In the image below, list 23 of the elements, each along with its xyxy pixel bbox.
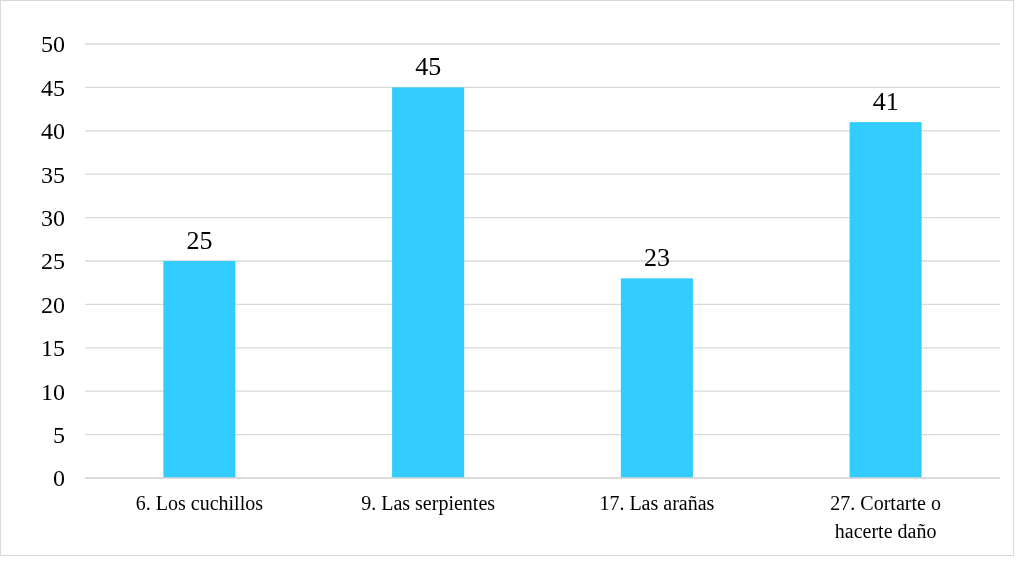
y-tick-label: 50	[41, 31, 65, 58]
y-tick-label: 45	[41, 74, 65, 101]
x-tick-label: 27. Cortarte o hacerte daño	[830, 492, 941, 542]
y-tick-label: 10	[41, 378, 65, 405]
x-tick-label: 17. Las arañas	[599, 492, 715, 514]
y-tick-label: 30	[41, 205, 65, 231]
x-tick-label: 6. Los cuchillos	[135, 492, 264, 514]
y-tick-label: 5	[53, 422, 65, 448]
bar	[163, 261, 236, 478]
y-tick-label: 35	[41, 161, 65, 188]
data-label: 23	[643, 243, 670, 273]
bar	[849, 122, 922, 478]
bar	[620, 278, 693, 478]
data-label: 45	[415, 52, 442, 82]
y-tick-label: 20	[41, 291, 65, 318]
data-label: 41	[872, 87, 899, 117]
y-tick-label: 25	[41, 248, 65, 275]
bar	[392, 87, 465, 478]
y-tick-label: 40	[41, 118, 65, 145]
data-label: 25	[186, 226, 213, 255]
x-tick-label: 9. Las serpientes	[361, 492, 496, 515]
y-tick-label: 0	[53, 465, 65, 492]
y-tick-label: 15	[41, 335, 65, 362]
